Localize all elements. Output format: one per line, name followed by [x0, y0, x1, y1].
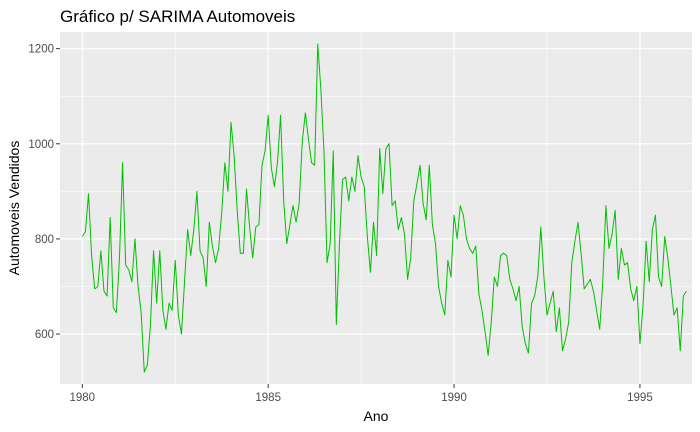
chart-title: Gráfico p/ SARIMA Automoveis — [60, 7, 295, 26]
x-axis-ticks: 1980 1985 1990 1995 — [70, 384, 653, 404]
x-axis-title: Ano — [364, 408, 389, 424]
series-line — [81, 43, 687, 373]
series-layer — [81, 43, 687, 373]
y-tick-label: 1200 — [28, 44, 54, 56]
x-tick-label: 1990 — [441, 392, 467, 404]
y-axis-title: Automoveis Vendidos — [6, 141, 22, 276]
plot-panel — [60, 32, 692, 384]
y-tick-label: 600 — [35, 329, 54, 341]
x-tick-label: 1985 — [255, 392, 281, 404]
x-tick-label: 1980 — [70, 392, 96, 404]
grid-minor — [60, 32, 692, 384]
y-tick-label: 800 — [35, 234, 54, 246]
grid-major — [60, 32, 692, 384]
x-tick-label: 1995 — [627, 392, 653, 404]
y-axis-ticks: 600 800 1000 1200 — [28, 44, 60, 341]
y-tick-label: 1000 — [28, 139, 54, 151]
